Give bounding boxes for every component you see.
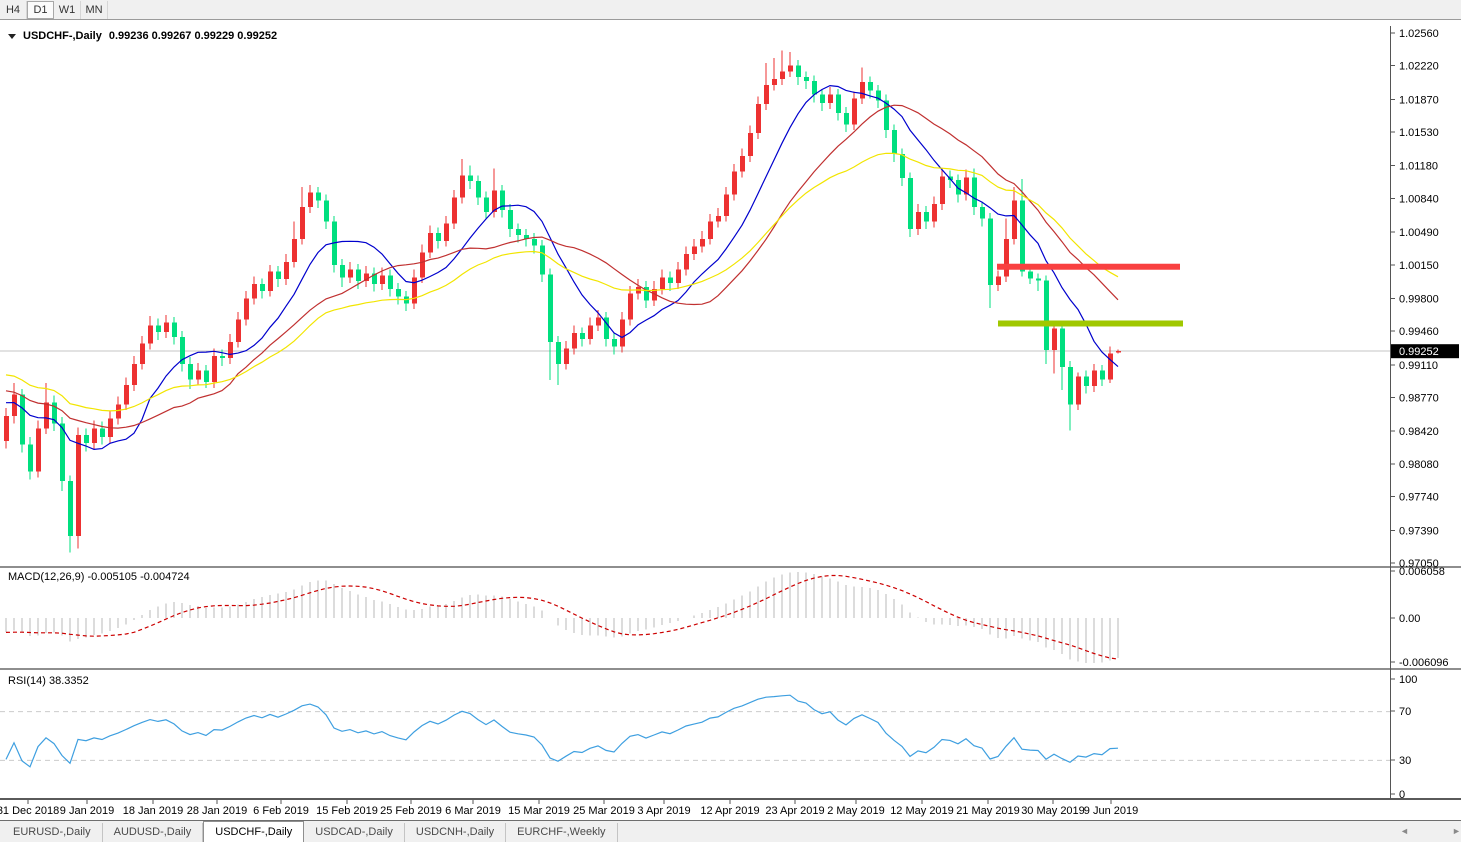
date-axis: 31 Dec 2018 9 Jan 2019 18 Jan 2019 28 Jan 2… [0, 800, 1138, 817]
date-axis-label: 12 Apr 2019 [700, 805, 759, 817]
price-axis-label: 0.99110 [1399, 360, 1438, 372]
date-axis-label: 3 Apr 2019 [637, 805, 690, 817]
timeframe-button-h4[interactable]: H4 [0, 0, 27, 19]
price-axis-label: 0.98080 [1399, 459, 1439, 471]
date-axis-label: 31 Dec 2018 [0, 805, 59, 817]
tab-usdchf-daily[interactable]: USDCHF-,Daily [203, 821, 305, 842]
date-axis-label: 15 Feb 2019 [316, 805, 378, 817]
ma-fast-line [5, 84, 1119, 451]
indicator-axis-label: -0.006096 [1399, 657, 1449, 669]
tab-usdcnh-daily[interactable]: USDCNH-,Daily [405, 823, 507, 842]
candles-layer [4, 50, 1121, 553]
current-price-tag [1391, 344, 1459, 359]
price-axis-label: 1.00840 [1399, 193, 1439, 205]
tab-scroll-left-icon[interactable]: ◄ [1400, 826, 1409, 836]
price-axis-label: 1.02560 [1399, 28, 1439, 40]
resistance-band[interactable] [997, 263, 1180, 270]
date-axis-label: 2 May 2019 [827, 805, 884, 817]
chart-symbol-title: USDCHF-,Daily [23, 30, 102, 42]
price-axis-label: 0.97050 [1399, 558, 1439, 570]
date-axis-label: 18 Jan 2019 [123, 805, 184, 817]
timeframe-button-w1[interactable]: W1 [54, 0, 81, 19]
ma-slow-line [5, 152, 1119, 412]
indicator-axis-label: 0 [1399, 789, 1405, 801]
price-axis-label: 0.97390 [1399, 525, 1439, 537]
indicator-axis: 0.006058 0.00 -0.006096 100 70 30 0 [1391, 566, 1449, 801]
indicator-axis-label: 30 [1399, 755, 1411, 767]
price-axis-label: 1.01180 [1399, 161, 1438, 173]
date-axis-label: 30 May 2019 [1021, 805, 1085, 817]
panel-borders [0, 26, 1461, 800]
price-axis-label: 0.99460 [1399, 326, 1439, 338]
date-axis-label: 25 Mar 2019 [573, 805, 635, 817]
timeframe-button-d1[interactable]: D1 [27, 0, 54, 19]
price-axis: 1.02560 1.02220 1.01870 1.01530 1.01180 1.008… [1391, 28, 1459, 570]
chart-title-overlay: USDCHF-,Daily 0.99236 0.99267 0.99229 0.… [8, 30, 277, 42]
price-axis-label: 1.01870 [1399, 94, 1439, 106]
tab-audusd-daily[interactable]: AUDUSD-,Daily [103, 823, 204, 842]
chart-canvas[interactable]: 1.02560 1.02220 1.01870 1.01530 1.01180 1.008… [0, 21, 1461, 821]
date-axis-label: 28 Jan 2019 [187, 805, 248, 817]
price-axis-label: 1.00150 [1399, 260, 1439, 272]
timeframe-toolbar: H4 D1 W1 MN [0, 0, 1461, 20]
date-axis-label: 12 May 2019 [890, 805, 954, 817]
chart-collapse-icon[interactable] [8, 33, 16, 39]
tab-eurusd-daily[interactable]: EURUSD-,Daily [2, 823, 103, 842]
date-axis-label: 15 Mar 2019 [508, 805, 570, 817]
price-axis-label: 0.98420 [1399, 426, 1439, 438]
indicator-axis-label: 100 [1399, 674, 1417, 686]
support-band[interactable] [998, 320, 1183, 327]
timeframe-button-mn[interactable]: MN [81, 0, 108, 19]
current-price-tag-text: 0.99252 [1399, 346, 1439, 358]
indicator-axis-label: 70 [1399, 706, 1411, 718]
tab-usdcad-daily[interactable]: USDCAD-,Daily [304, 823, 405, 842]
tab-scroll-right-icon[interactable]: ► [1452, 826, 1461, 836]
indicator-axis-label: 0.006058 [1399, 566, 1445, 578]
date-axis-label: 6 Mar 2019 [445, 805, 501, 817]
date-axis-label: 23 Apr 2019 [765, 805, 824, 817]
macd-indicator-label: MACD(12,26,9) -0.005105 -0.004724 [8, 571, 190, 583]
symbol-tab-bar: EURUSD-,Daily AUDUSD-,Daily USDCHF-,Dail… [0, 820, 1461, 842]
price-axis-label: 1.02220 [1399, 61, 1439, 73]
indicator-axis-label: 0.00 [1399, 613, 1420, 625]
date-axis-label: 6 Feb 2019 [253, 805, 309, 817]
price-axis-label: 0.97740 [1399, 492, 1439, 504]
price-axis-label: 0.99800 [1399, 293, 1439, 305]
macd-signal-line [5, 574, 1119, 660]
rsi-indicator-label: RSI(14) 38.3352 [8, 675, 89, 687]
tab-eurchf-weekly[interactable]: EURCHF-,Weekly [506, 823, 618, 842]
price-axis-label: 1.01530 [1399, 127, 1439, 139]
date-axis-label: 9 Jan 2019 [60, 805, 114, 817]
chart-ohlc-values: 0.99236 0.99267 0.99229 0.99252 [108, 30, 278, 42]
ma-medium-line [5, 104, 1119, 429]
date-axis-label: 9 Jun 2019 [1084, 805, 1138, 817]
price-axis-label: 0.98770 [1399, 393, 1439, 405]
price-axis-label: 1.00490 [1399, 227, 1439, 239]
rsi-line [5, 694, 1119, 768]
date-axis-label: 25 Feb 2019 [380, 805, 442, 817]
date-axis-label: 21 May 2019 [956, 805, 1020, 817]
